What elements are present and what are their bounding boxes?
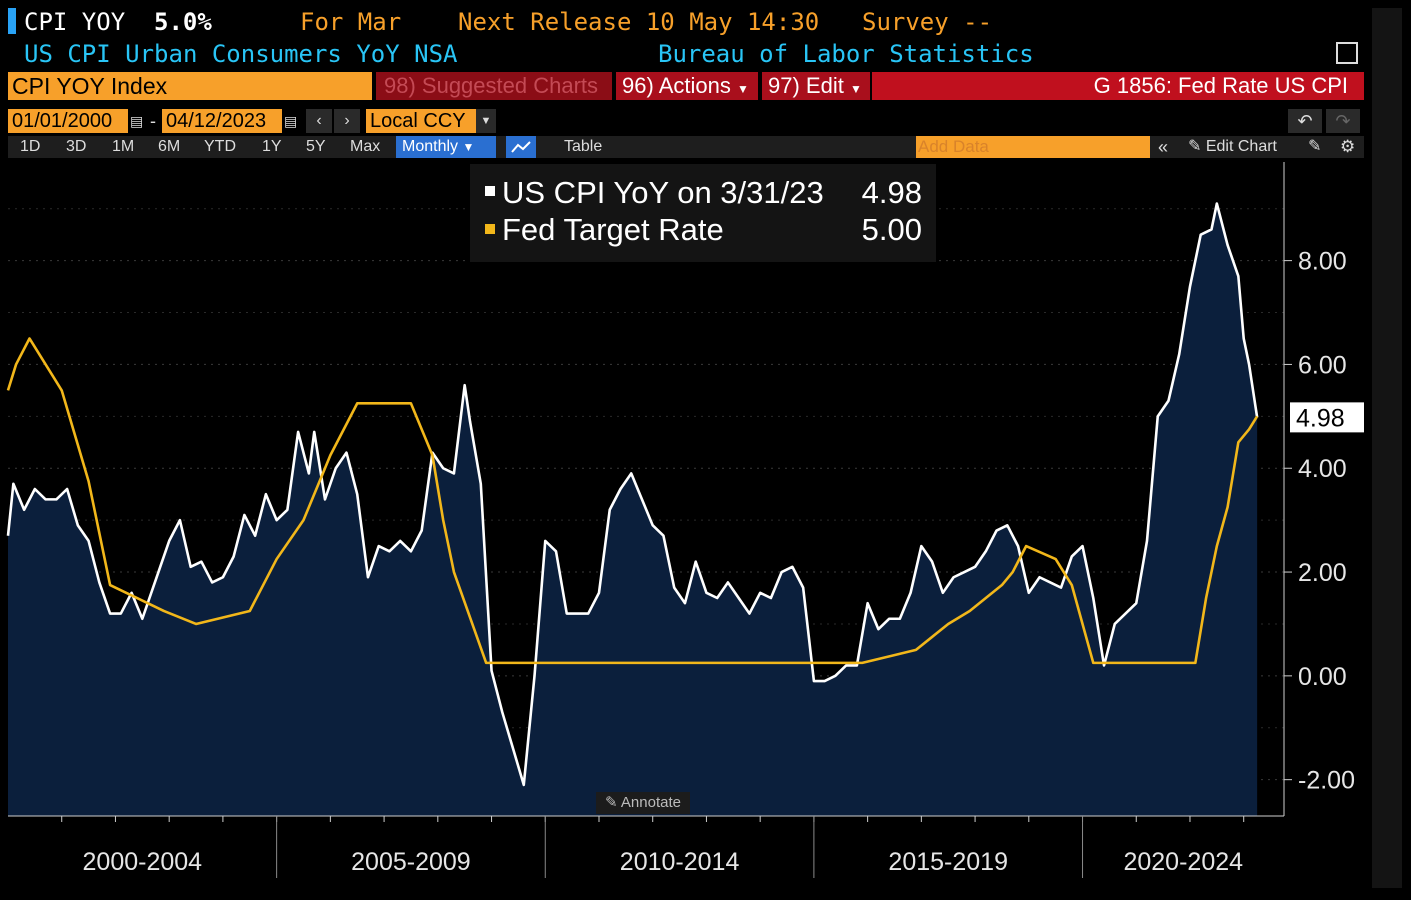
survey-label: Survey -- [862,8,993,36]
last-value-label: 4.98 [1296,404,1345,432]
pencil-icon: ✎ [1188,138,1202,155]
y-tick-label: 6.00 [1298,351,1347,379]
period-label: 2005-2009 [351,848,471,876]
actions-label: 96) Actions [622,73,731,98]
start-calendar-icon[interactable]: ▤ [130,113,144,129]
ticker-value: 5.0% [154,8,212,36]
period-label: 2020-2024 [1123,848,1243,876]
description: US CPI Urban Consumers YoY NSA [24,40,458,68]
legend-fed-label: Fed Target Rate [502,212,724,247]
period-label: 2000-2004 [83,848,203,876]
frequency-caret-icon: ▼ [462,140,475,154]
gear-icon[interactable]: ⚙ [1340,137,1356,156]
chart-settings-edit-icon[interactable]: ✎ [1308,138,1322,155]
undo-button[interactable]: ↶ [1288,109,1322,133]
currency-select[interactable]: Local CCY [366,109,476,133]
source: Bureau of Labor Statistics [658,40,1034,68]
frequency-label: Monthly [402,138,459,155]
fed-rate-line [6,337,1259,665]
collapse-icon[interactable]: « [1158,137,1169,157]
cpi-area [8,203,1258,816]
annotate-icon: ✎ [605,794,618,811]
y-tick-label: 2.00 [1298,559,1347,587]
add-data-input[interactable]: Add Data [916,136,1150,158]
start-date-input[interactable]: 01/01/2000 [8,109,128,133]
chart-area[interactable]: -2.00 0.00 2.00 4.00 6.00 8.00 4.98 2000-2004 20… [0,162,1370,890]
period-label: For Mar [300,8,402,36]
y-tick-label: 4.00 [1298,455,1347,483]
legend-cpi-value: 4.98 [861,175,922,210]
legend-cpi-label: US CPI YoY on 3/31/23 [502,175,824,210]
redo-button[interactable]: ↷ [1326,109,1360,133]
date-separator: - [150,111,156,131]
range-ytd[interactable]: YTD [204,138,236,155]
end-date-input[interactable]: 04/12/2023 [162,109,282,133]
actions-button[interactable]: 96) Actions ▼ [616,72,758,100]
line-chart-icon[interactable] [506,136,536,158]
range-6m[interactable]: 6M [158,138,181,155]
frequency-select[interactable]: Monthly ▼ [396,136,496,158]
range-1d[interactable]: 1D [20,138,41,155]
window-scroll-bar[interactable] [1372,8,1402,888]
edit-button[interactable]: 97) Edit ▼ [762,72,870,100]
actions-caret-icon: ▼ [736,82,749,96]
index-field[interactable]: CPI YOY Index [8,72,372,100]
prev-period-button[interactable]: ‹ [306,109,332,133]
range-1m[interactable]: 1M [112,138,135,155]
export-icon[interactable] [1336,42,1358,64]
range-max[interactable]: Max [350,138,381,155]
edit-chart-button[interactable]: ✎ Edit Chart [1188,136,1277,158]
line-chart-glyph [511,141,531,153]
period-label: 2015-2019 [888,848,1008,876]
legend-fed-value: 5.00 [861,212,922,247]
range-5y[interactable]: 5Y [306,138,326,155]
suggested-charts-button[interactable]: 98) Suggested Charts [376,72,612,100]
annotate-button[interactable]: ✎ Annotate [596,792,690,814]
edit-caret-icon: ▼ [849,82,862,96]
currency-caret-icon[interactable]: ▼ [476,109,496,133]
range-3d[interactable]: 3D [66,138,87,155]
legend-fed-swatch [485,224,495,234]
period-label: 2010-2014 [620,848,740,876]
function-title: G 1856: Fed Rate US CPI [872,72,1364,100]
annotate-label: Annotate [620,794,681,811]
legend-box [470,164,936,262]
y-tick-label: -2.00 [1298,767,1355,795]
ticker-marker [8,8,16,34]
edit-label: 97) Edit [768,73,844,98]
table-button[interactable]: Table [564,138,603,155]
next-release: Next Release 10 May 14:30 [458,8,820,36]
last-value-tag [1290,402,1364,433]
legend-cpi-swatch [485,186,495,196]
edit-chart-label: Edit Chart [1205,138,1277,155]
cpi-line [6,202,1259,787]
end-calendar-icon[interactable]: ▤ [284,113,298,129]
range-1y[interactable]: 1Y [262,138,282,155]
ticker-label: CPI YOY [24,8,126,36]
next-period-button[interactable]: › [334,109,360,133]
y-tick-label: 0.00 [1298,663,1347,691]
y-tick-label: 8.00 [1298,248,1347,276]
